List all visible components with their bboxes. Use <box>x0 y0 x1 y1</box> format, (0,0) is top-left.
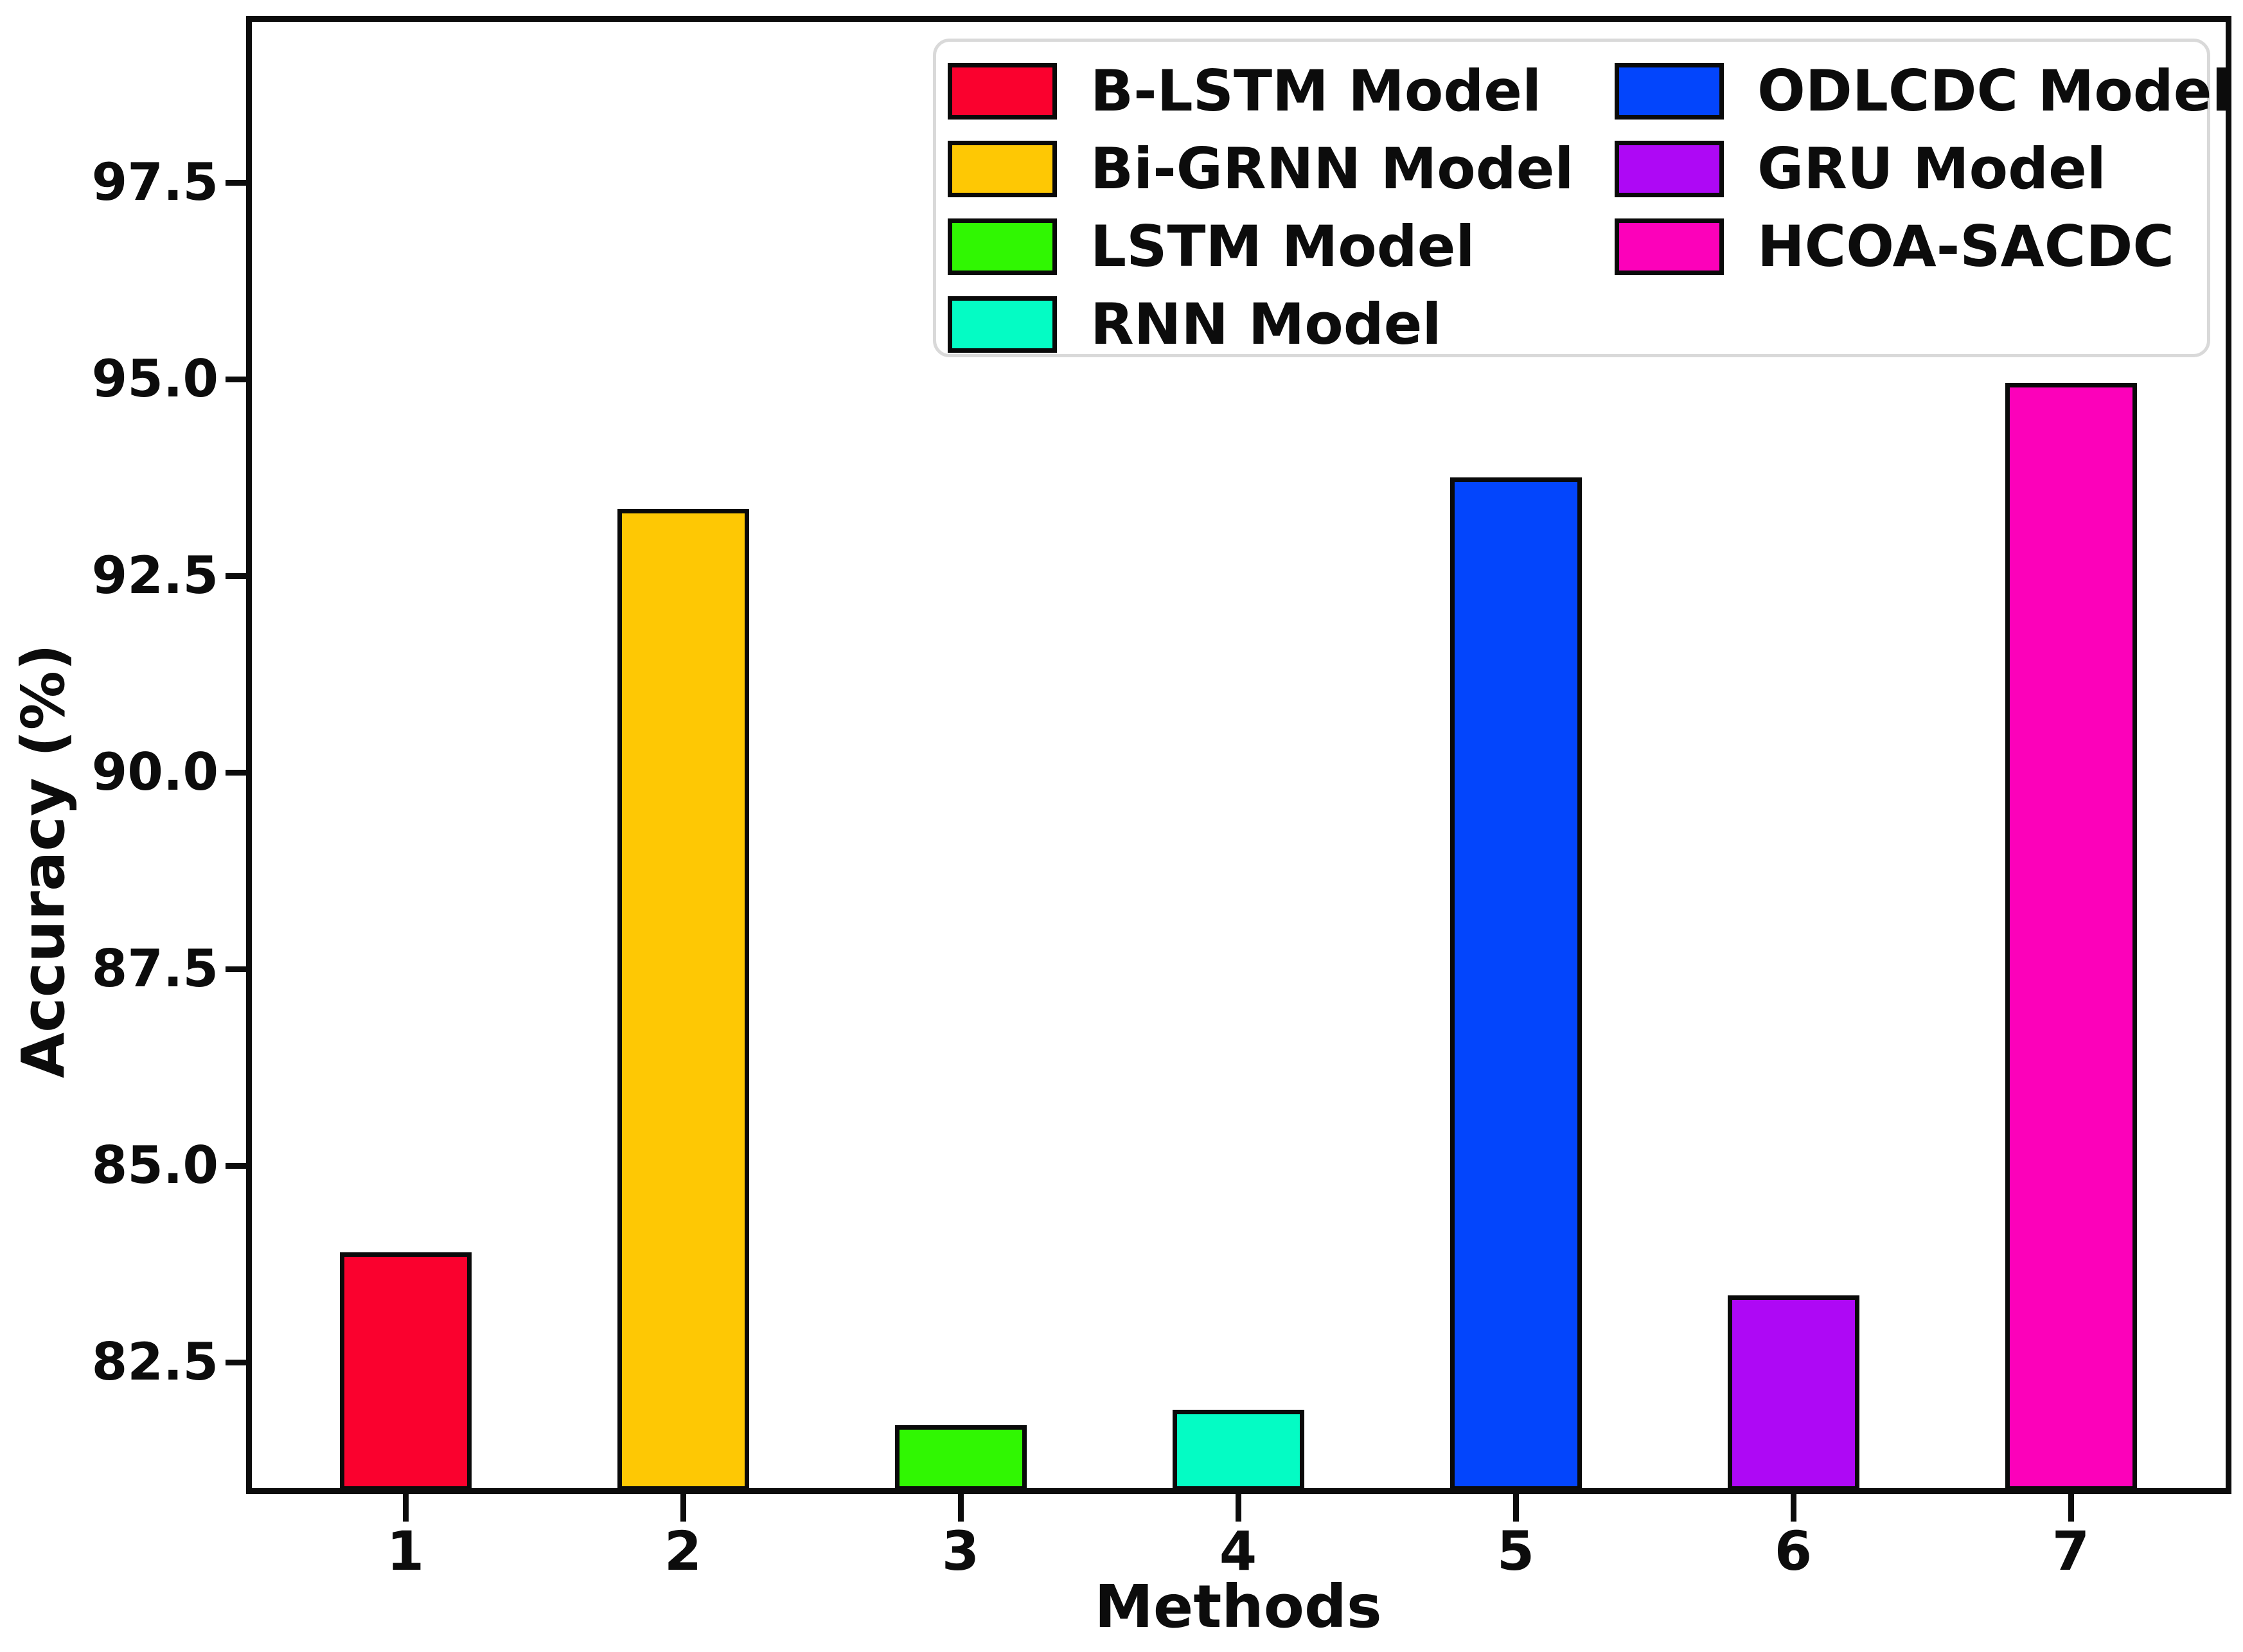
legend-label: HCOA-SACDC <box>1757 213 2174 280</box>
y-tick-mark <box>226 966 249 973</box>
x-tick-mark <box>958 1492 964 1522</box>
legend-swatch-icon <box>948 296 1057 353</box>
x-tick-label: 7 <box>2052 1520 2090 1583</box>
y-tick-label: 87.5 <box>91 939 218 999</box>
x-tick-mark <box>680 1492 686 1522</box>
y-tick-mark <box>226 573 249 580</box>
x-tick-mark <box>2068 1492 2074 1522</box>
x-tick-label: 5 <box>1496 1520 1535 1583</box>
y-tick-label: 97.5 <box>91 152 218 213</box>
legend-label: GRU Model <box>1757 135 2106 202</box>
x-axis-label: Methods <box>1094 1572 1382 1641</box>
legend-label: Bi-GRNN Model <box>1090 135 1574 202</box>
legend-column: B-LSTM Model Bi-GRNN Model LSTM Model RNN M… <box>948 52 1574 363</box>
legend-column: ODLCDC Model GRU Model HCOA-SACDC <box>1615 52 2231 285</box>
legend-item: Bi-GRNN Model <box>948 130 1574 208</box>
x-tick-label: 1 <box>386 1520 425 1583</box>
legend-item: RNN Model <box>948 285 1574 363</box>
y-tick-label: 90.0 <box>91 742 218 803</box>
legend-swatch-icon <box>948 62 1057 120</box>
y-tick-label: 82.5 <box>91 1332 218 1392</box>
bar-b-lstm-model <box>339 1252 472 1491</box>
x-tick-label: 3 <box>941 1520 980 1583</box>
y-tick-mark <box>226 180 249 186</box>
bar-gru-model <box>1727 1295 1859 1491</box>
legend-item: HCOA-SACDC <box>1615 208 2231 285</box>
y-tick-label: 85.0 <box>91 1135 218 1196</box>
legend-item: ODLCDC Model <box>1615 52 2231 130</box>
x-tick-label: 4 <box>1219 1520 1257 1583</box>
legend-item: GRU Model <box>1615 130 2231 208</box>
legend-swatch-icon <box>948 140 1057 197</box>
legend-swatch-icon <box>1615 218 1724 275</box>
bar-bi-grnn-model <box>617 509 749 1491</box>
y-tick-mark <box>226 770 249 776</box>
legend-swatch-icon <box>1615 62 1724 120</box>
legend-swatch-icon <box>948 218 1057 275</box>
x-tick-mark <box>1791 1492 1796 1522</box>
legend-item: LSTM Model <box>948 208 1574 285</box>
legend-label: B-LSTM Model <box>1090 57 1542 124</box>
legend: B-LSTM Model Bi-GRNN Model LSTM Model RNN M… <box>933 39 2231 357</box>
x-tick-label: 6 <box>1774 1520 1813 1583</box>
y-tick-mark <box>226 377 249 383</box>
y-tick-mark <box>226 1163 249 1169</box>
x-tick-mark <box>403 1492 409 1522</box>
legend-label: RNN Model <box>1090 290 1442 357</box>
y-tick-mark <box>226 1360 249 1366</box>
legend-label: ODLCDC Model <box>1757 57 2231 124</box>
x-tick-mark <box>1236 1492 1241 1522</box>
y-tick-label: 92.5 <box>91 546 218 606</box>
legend-item: B-LSTM Model <box>948 52 1574 130</box>
bar-hcoa-sacdc <box>2005 383 2137 1491</box>
x-tick-label: 2 <box>664 1520 702 1583</box>
legend-label: LSTM Model <box>1090 213 1475 280</box>
legend-swatch-icon <box>1615 140 1724 197</box>
x-tick-mark <box>1513 1492 1519 1522</box>
bar-lstm-model <box>894 1425 1027 1491</box>
bar-odlcdc-model <box>1450 477 1582 1491</box>
y-tick-label: 95.0 <box>91 349 218 409</box>
y-axis-label: Accuracy (%) <box>9 643 78 1079</box>
bar-rnn-model <box>1172 1409 1304 1491</box>
